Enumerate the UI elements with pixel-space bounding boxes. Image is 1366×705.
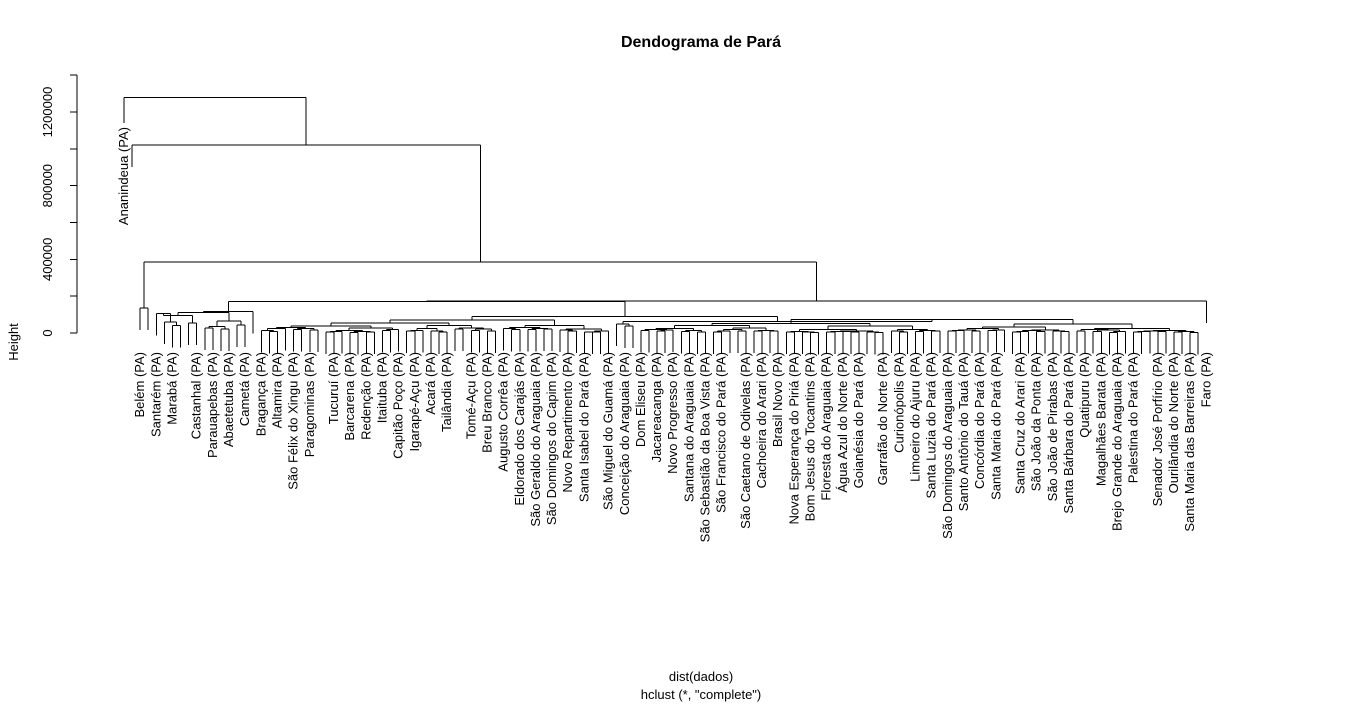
leaf-label: Castanhal (PA) [189, 352, 204, 439]
leaf-label: Ananindeua (PA) [116, 127, 131, 225]
leaf-label: Capitão Poço (PA) [391, 352, 406, 459]
leaf-label: Acará (PA) [423, 352, 438, 415]
dendrogram-branches [123, 96, 1207, 355]
leaf-label: Santa Cruz do Arari (PA) [1013, 352, 1028, 494]
leaf-label: Novo Progresso (PA) [665, 352, 680, 474]
leaf-label: Novo Repartimento (PA) [560, 352, 575, 493]
leaf-label: Goianésia do Pará (PA) [851, 352, 866, 488]
leaf-label: Conceição do Araguaia (PA) [617, 352, 632, 515]
y-axis-label: Height [6, 323, 21, 361]
leaf-label: São Félix do Xingu (PA) [286, 352, 301, 490]
leaf-label: São Domingos do Araguaia (PA) [940, 352, 955, 539]
leaf-label: Limoeiro do Ajuru (PA) [908, 352, 923, 482]
leaf-label: Concórdia do Pará (PA) [972, 352, 987, 489]
leaf-label: Santarém (PA) [148, 352, 163, 437]
leaf-label: São Sebastião da Boa Vista (PA) [698, 352, 713, 542]
leaf-label: Santo Antônio do Tauá (PA) [956, 352, 971, 511]
chart-title: Dendograma de Pará [621, 34, 781, 51]
y-tick-label: 400000 [40, 238, 55, 281]
method-label: hclust (*, "complete") [641, 687, 762, 702]
leaf-label: Santa Maria do Pará (PA) [988, 352, 1003, 500]
leaf-label: Tailândia (PA) [439, 352, 454, 432]
leaf-label: Ourilândia do Norte (PA) [1166, 352, 1181, 493]
leaf-labels: Ananindeua (PA)Belém (PA) Santarém (PA) Ma… [116, 127, 1213, 542]
leaf-label: Garrafão do Norte (PA) [875, 352, 890, 485]
y-tick-label: 0 [40, 329, 55, 336]
x-axis-label: dist(dados) [669, 669, 733, 684]
leaf-label: Jacareacanga (PA) [649, 352, 664, 462]
leaf-label: Tomé-Açu (PA) [463, 352, 478, 439]
leaf-label: Água Azul do Norte (PA) [835, 352, 850, 493]
leaf-label: Breu Branco (PA) [479, 352, 494, 453]
leaf-label: São Francisco do Pará (PA) [714, 352, 729, 513]
leaf-label: São Domingos do Capim (PA) [544, 352, 559, 525]
leaf-label: Bom Jesus do Tocantins (PA) [803, 352, 818, 521]
leaf-label: Igarapé-Açu (PA) [407, 352, 422, 451]
leaf-label: Cachoeira do Arari (PA) [754, 352, 769, 488]
leaf-label: Marabá (PA) [164, 352, 179, 425]
leaf-label: Paragominas (PA) [302, 352, 317, 457]
leaf-label: Cametá (PA) [237, 352, 252, 426]
leaf-label: Santana do Araguaia (PA) [681, 352, 696, 502]
leaf-label: Redenção (PA) [358, 352, 373, 440]
leaf-label: Bragança (PA) [253, 352, 268, 436]
y-axis: 0 400000 800000 1200000 [40, 74, 78, 337]
leaf-label: Santa Isabel do Pará (PA) [576, 352, 591, 502]
leaf-label: Brejo Grande do Araguaia (PA) [1109, 352, 1124, 531]
leaf-label: São João da Ponta (PA) [1029, 352, 1044, 491]
leaf-label: Dom Eliseu (PA) [633, 352, 648, 447]
leaf-label: Parauapebas (PA) [205, 352, 220, 458]
leaf-label: Quatipuru (PA) [1077, 352, 1092, 438]
leaf-label: Barcarena (PA) [342, 352, 357, 441]
leaf-label: São João de Pirabas (PA) [1045, 352, 1060, 501]
leaf-label: Brasil Novo (PA) [770, 352, 785, 447]
leaf-label: Santa Maria das Barreiras (PA) [1182, 352, 1197, 532]
leaf-label: Palestina do Pará (PA) [1126, 352, 1141, 483]
leaf-label: Faro (PA) [1198, 352, 1213, 407]
leaf-label: São Miguel do Guamá (PA) [601, 352, 616, 510]
leaf-label: Senador José Porfírio (PA) [1150, 352, 1165, 506]
leaf-label: Itaituba (PA) [374, 352, 389, 423]
y-tick-label: 1200000 [40, 87, 55, 138]
leaf-label: Eldorado dos Carajás (PA) [512, 352, 527, 506]
leaf-label: Floresta do Araguaia (PA) [819, 352, 834, 501]
leaf-label: Belém (PA) [132, 352, 147, 418]
leaf-label: São Caetano de Odivelas (PA) [738, 352, 753, 529]
leaf-label: Abaetetuba (PA) [221, 352, 236, 447]
leaf-label: Augusto Corrêa (PA) [496, 352, 511, 472]
y-tick-label: 800000 [40, 164, 55, 207]
leaf-label: Altamira (PA) [269, 352, 284, 428]
leaf-label: Santa Bárbara do Pará (PA) [1061, 352, 1076, 514]
leaf-label: Magalhães Barata (PA) [1093, 352, 1108, 486]
leaf-label: Tucuruí (PA) [326, 352, 341, 424]
leaf-label: Nova Esperança do Piriá (PA) [786, 352, 801, 524]
leaf-label: Curionópolis (PA) [891, 352, 906, 453]
leaf-label: São Geraldo do Araguaia (PA) [528, 352, 543, 527]
leaf-label: Santa Luzia do Pará (PA) [924, 352, 939, 498]
